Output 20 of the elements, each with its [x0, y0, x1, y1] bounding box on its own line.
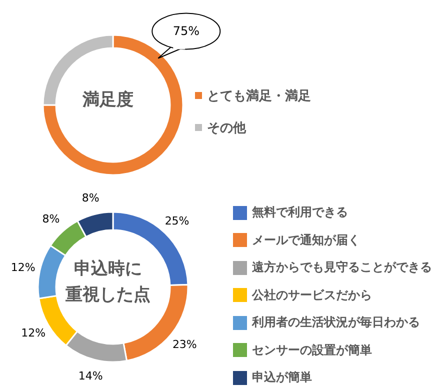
legend-label: とても満足・満足 [207, 88, 311, 104]
data-label: 8% [82, 191, 100, 204]
legend-label: メールで通知が届く [252, 232, 360, 248]
data-label: 75% [172, 24, 200, 38]
text: 申込時に重視した点 [64, 259, 150, 305]
legend-label: 無料で利用できる [252, 204, 348, 221]
data-label: 12% [10, 260, 36, 274]
legend-label: 公社のサービスだから [252, 286, 372, 304]
donut-slice [42, 34, 184, 176]
data-label: 25% [164, 214, 190, 228]
data-label: 23% [172, 338, 197, 352]
legend-label: センサーの設置が簡単 [252, 342, 372, 358]
data-label: 8% [42, 212, 60, 226]
legend-label: 遠方からでも見守ることができる [252, 259, 432, 276]
data-label: 12% [21, 326, 46, 340]
legend-label: その他 [207, 120, 246, 136]
legend-label: 利用者の生活状況が毎日わかる [252, 314, 420, 331]
legend-label: 申込が簡単 [252, 369, 312, 386]
text: 満足度 [82, 90, 134, 110]
data-label: 14% [78, 370, 103, 383]
